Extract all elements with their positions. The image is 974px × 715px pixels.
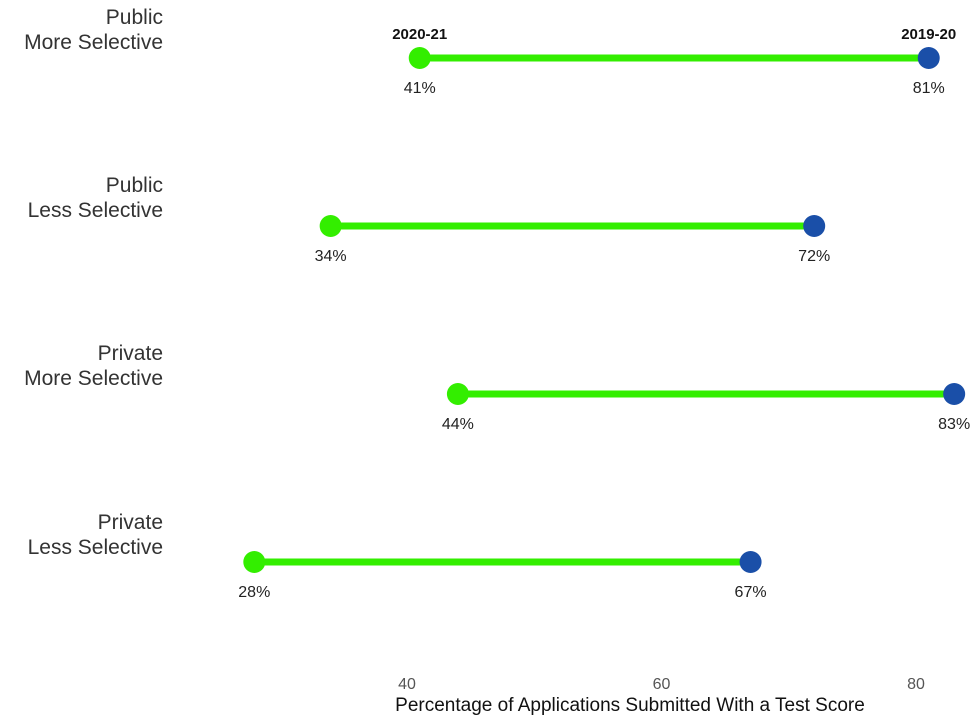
x-tick-label: 80 [907, 676, 925, 693]
dot-2020-21 [243, 551, 266, 573]
value-label-2019-20: 72% [798, 248, 830, 265]
value-label-2019-20: 67% [735, 584, 767, 601]
value-label-2019-20: 81% [913, 80, 945, 97]
value-label-2020-21: 28% [238, 584, 270, 601]
legend-label-2019-20: 2019-20 [901, 26, 956, 43]
value-label-2019-20: 83% [938, 416, 970, 433]
category-label: Private [98, 511, 163, 534]
category-label: More Selective [24, 31, 163, 54]
dot-2020-21 [408, 47, 431, 69]
category-label: Public [106, 6, 163, 29]
dot-2020-21 [319, 215, 342, 237]
category-label: Public [106, 174, 163, 197]
category-label: Less Selective [28, 199, 163, 222]
category-label: Private [98, 342, 163, 365]
value-label-2020-21: 41% [404, 80, 436, 97]
dot-2019-20 [803, 215, 826, 237]
x-axis-title: Percentage of Applications Submitted Wit… [395, 695, 865, 715]
category-label: Less Selective [28, 536, 163, 559]
dot-2019-20 [917, 47, 940, 69]
category-label: More Selective [24, 367, 163, 390]
value-label-2020-21: 34% [315, 248, 347, 265]
x-tick-label: 60 [653, 676, 671, 693]
dot-2019-20 [739, 551, 762, 573]
dot-2020-21 [446, 383, 469, 405]
legend-label-2020-21: 2020-21 [392, 26, 447, 43]
x-axis: 40 60 80 [398, 676, 925, 693]
dot-2019-20 [943, 383, 966, 405]
x-tick-label: 40 [398, 676, 416, 693]
value-label-2020-21: 44% [442, 416, 474, 433]
